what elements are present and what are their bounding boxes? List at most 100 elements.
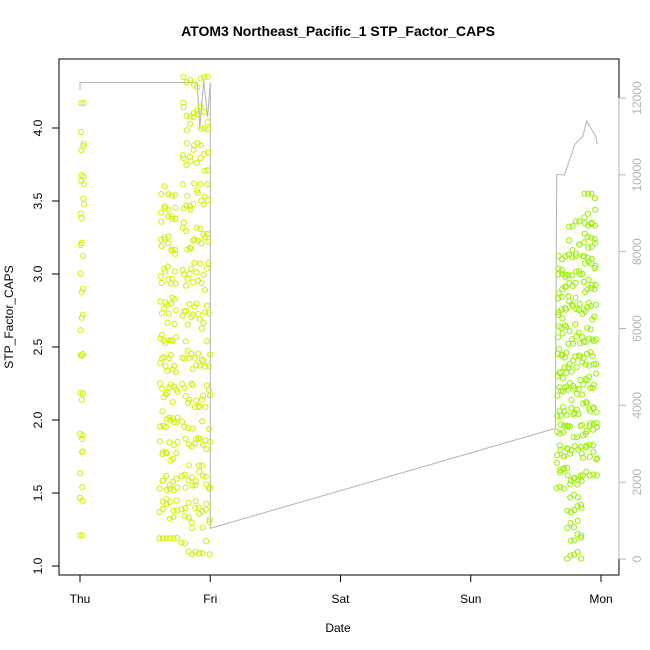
data-point — [198, 280, 205, 287]
data-point — [186, 270, 193, 277]
data-point — [191, 403, 199, 411]
data-point — [190, 200, 197, 207]
data-point — [558, 369, 565, 376]
data-point — [198, 356, 205, 363]
data-point — [187, 76, 194, 83]
data-point — [557, 483, 564, 491]
plot-frame — [58, 58, 620, 576]
data-point — [78, 396, 86, 403]
data-point — [590, 471, 597, 478]
data-point — [566, 279, 573, 286]
data-point — [178, 418, 186, 425]
data-point — [580, 278, 588, 285]
data-point — [79, 432, 86, 439]
data-point — [197, 260, 204, 267]
data-point — [181, 384, 188, 392]
data-point — [188, 443, 195, 450]
data-point — [174, 388, 181, 395]
data-point — [594, 424, 601, 431]
data-point — [557, 469, 564, 476]
data-point — [188, 474, 195, 481]
data-point — [568, 368, 575, 375]
data-point — [579, 472, 586, 479]
data-point — [564, 472, 571, 479]
data-point — [582, 430, 590, 437]
data-point — [558, 293, 565, 300]
data-point — [194, 111, 201, 118]
data-point — [188, 350, 195, 357]
data-point — [588, 234, 595, 241]
y2-tick-label: 2000 — [630, 468, 644, 495]
data-point — [573, 305, 580, 313]
data-point — [568, 447, 575, 454]
data-point — [553, 485, 560, 492]
data-point — [179, 152, 187, 159]
y-axis: 1.0 1.5 2.0 2.5 3.0 3.5 4.0 — [31, 119, 60, 574]
data-point — [199, 462, 206, 469]
data-point — [202, 309, 209, 316]
data-point — [205, 196, 212, 204]
data-point — [206, 518, 213, 525]
data-point — [172, 307, 179, 314]
data-point — [593, 455, 601, 462]
data-point — [560, 485, 567, 492]
data-point — [161, 183, 168, 190]
data-point — [80, 143, 87, 150]
data-point — [569, 223, 576, 230]
data-point — [202, 473, 209, 480]
data-point — [170, 514, 177, 521]
data-point — [578, 421, 586, 428]
data-point — [580, 354, 587, 361]
data-point — [173, 497, 180, 504]
data-point — [561, 422, 568, 429]
data-point — [189, 524, 196, 532]
data-point — [562, 271, 569, 278]
data-point — [167, 381, 174, 388]
data-point — [156, 423, 164, 430]
data-point — [170, 478, 177, 485]
data-point — [555, 253, 562, 260]
data-point — [571, 506, 578, 514]
data-point — [564, 507, 571, 514]
data-point — [579, 270, 586, 277]
data-point — [196, 435, 203, 442]
data-point — [163, 500, 170, 507]
x-tick-label: Mon — [589, 592, 612, 606]
data-point — [580, 381, 587, 388]
data-point — [203, 500, 210, 507]
data-point — [584, 324, 591, 331]
data-point — [554, 334, 562, 341]
data-point — [173, 369, 180, 376]
data-point — [171, 296, 178, 303]
data-point — [571, 409, 579, 416]
data-point — [165, 276, 172, 283]
data-point — [565, 364, 572, 371]
data-point — [187, 120, 194, 127]
data-point — [191, 354, 198, 361]
data-point — [162, 391, 169, 398]
data-point — [564, 524, 571, 532]
data-point — [572, 250, 580, 257]
data-point — [561, 453, 568, 460]
data-point — [591, 222, 599, 229]
data-point — [562, 253, 569, 260]
data-point — [592, 301, 599, 308]
data-point — [158, 209, 165, 216]
data-point — [554, 392, 561, 399]
data-point — [555, 265, 562, 272]
data-point — [574, 517, 581, 524]
data-point — [582, 361, 589, 368]
data-point — [206, 484, 213, 491]
data-point — [577, 501, 585, 509]
data-point — [184, 140, 191, 147]
data-point — [194, 190, 201, 197]
data-point — [78, 128, 85, 135]
data-point — [576, 270, 583, 277]
data-point — [197, 225, 204, 232]
x-tick-label: Sun — [460, 592, 481, 606]
data-point — [591, 338, 598, 345]
data-point — [578, 450, 585, 457]
data-point — [197, 154, 204, 161]
data-point — [195, 350, 202, 357]
data-point — [557, 466, 564, 474]
